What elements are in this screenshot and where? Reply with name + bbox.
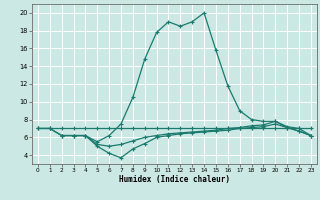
X-axis label: Humidex (Indice chaleur): Humidex (Indice chaleur)	[119, 175, 230, 184]
